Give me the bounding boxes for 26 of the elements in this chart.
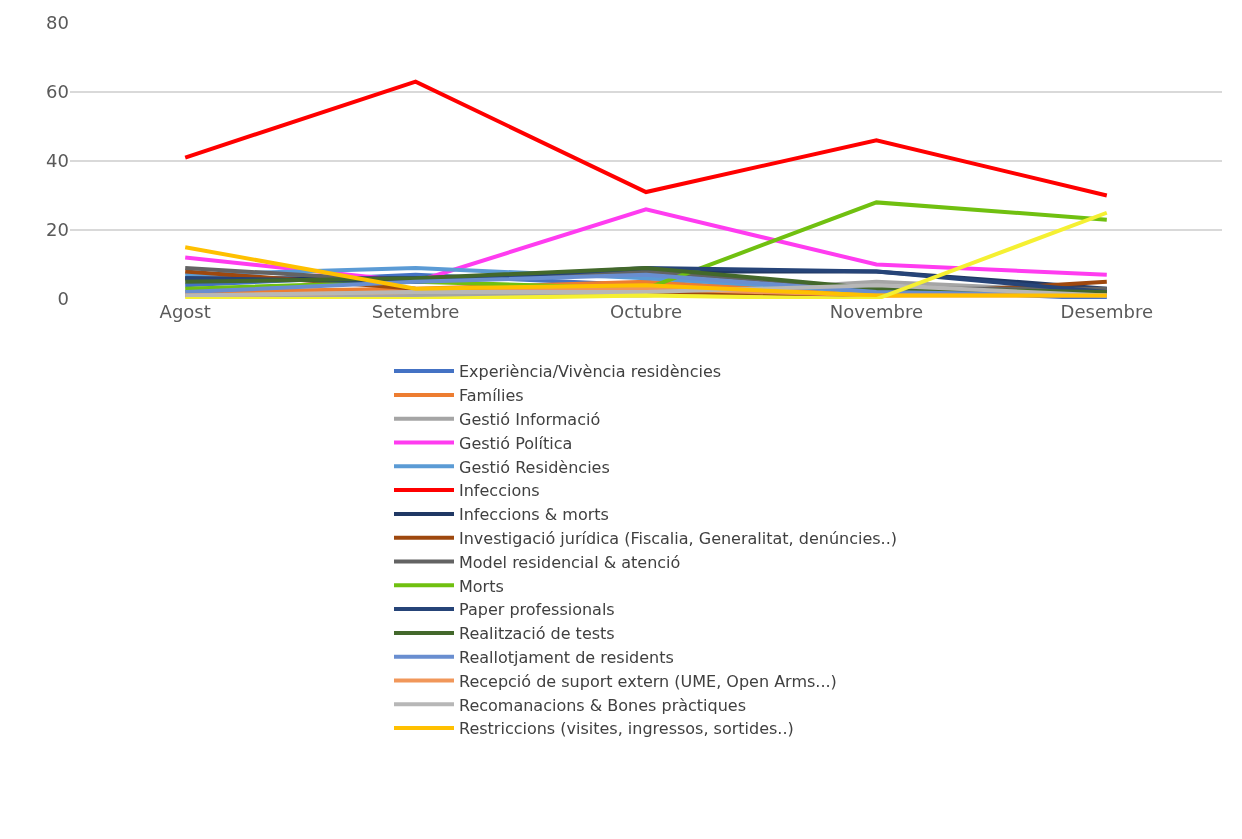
legend-label: Paper professionals	[459, 600, 615, 620]
legend-label: Gestió Informació	[459, 409, 601, 429]
legend-label: Restriccions (visites, ingressos, sortides..)	[459, 719, 794, 739]
legend-label: Investigació jurídica (Fiscalia, Generalitat, denúncies..)	[459, 528, 898, 548]
legend-label: Infeccions	[459, 481, 540, 501]
x-tick-label: Desembre	[1060, 301, 1154, 322]
y-tick-label: 80	[46, 12, 69, 34]
legend-label: Model residencial & atenció	[459, 552, 681, 572]
y-tick-label: 20	[46, 219, 69, 241]
legend-label: Gestió Política	[459, 433, 573, 453]
x-tick-label: Novembre	[829, 301, 924, 322]
legend-label: Famílies	[459, 386, 524, 406]
legend-label: Experiència/Vivència residències	[459, 362, 722, 382]
legend-label: Morts	[459, 576, 504, 596]
y-tick-label: 60	[46, 81, 69, 103]
legend-label: Recomanacions & Bones pràctiques	[459, 695, 747, 715]
legend-label: Infeccions & morts	[459, 505, 609, 525]
legend-label: Reallotjament de residents	[459, 647, 674, 667]
legend-label: Recepció de suport extern (UME, Open Arms...)	[459, 671, 837, 691]
y-tick-label: 40	[46, 150, 69, 172]
x-tick-label: Octubre	[609, 301, 683, 322]
x-tick-label: Setembre	[371, 301, 460, 322]
y-tick-label: 0	[57, 288, 69, 310]
legend-label: Realització de tests	[459, 624, 615, 644]
x-tick-label: Agost	[159, 301, 211, 322]
legend-label: Gestió Residències	[459, 457, 610, 477]
